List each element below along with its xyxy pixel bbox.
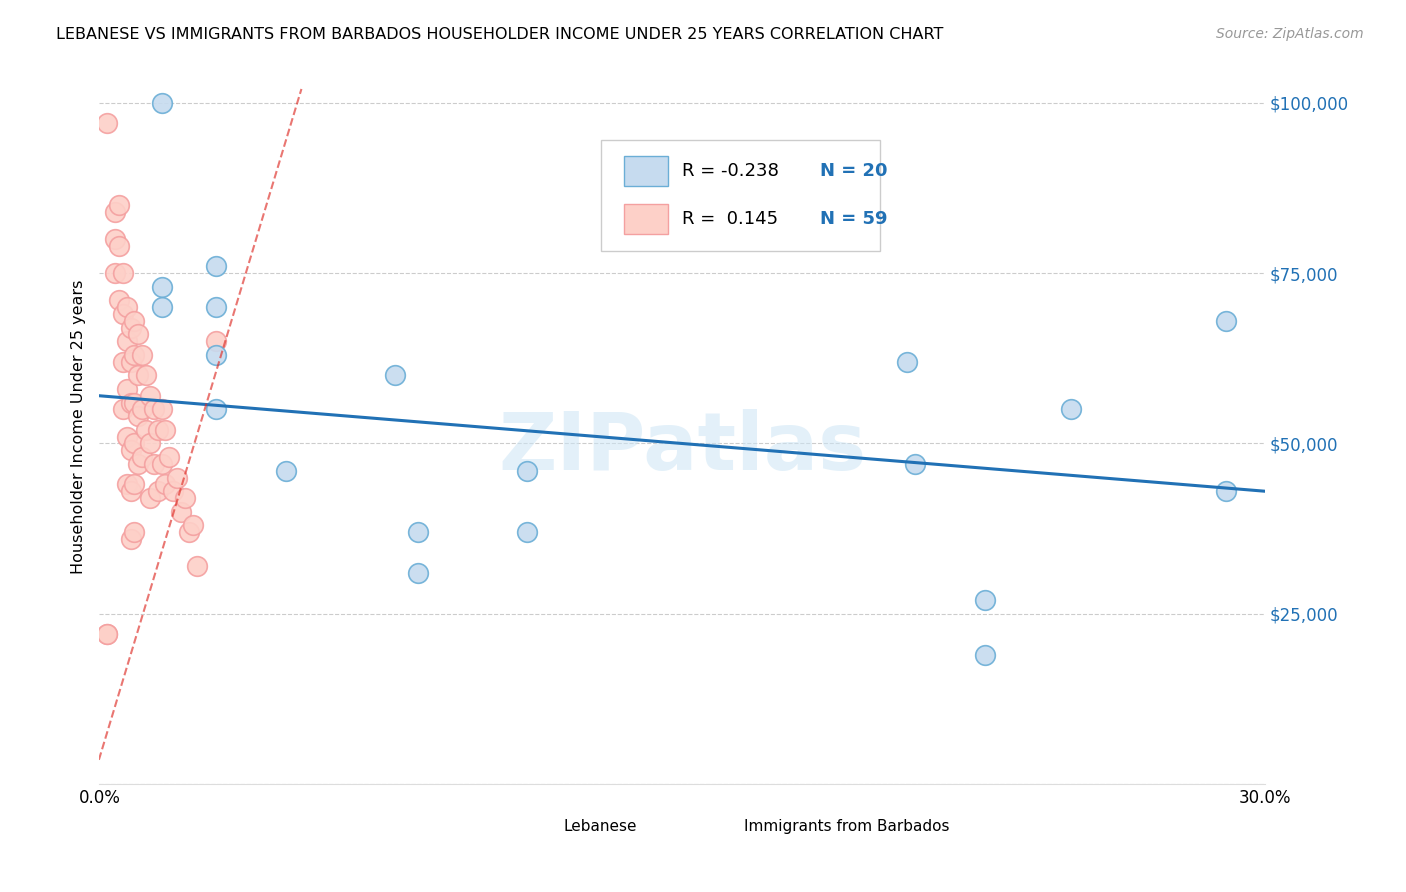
Point [139, 491, 162, 505]
Point [205, 334, 228, 349]
Point [904, 457, 927, 471]
Text: Immigrants from Barbados: Immigrants from Barbados [744, 819, 949, 834]
Point [150, 457, 173, 471]
Text: N = 59: N = 59 [820, 210, 887, 227]
Point [115, 430, 138, 444]
Point [142, 457, 165, 471]
Point [120, 443, 142, 458]
Point [205, 402, 228, 417]
Point [406, 525, 429, 540]
Point [896, 354, 918, 368]
Point [139, 389, 162, 403]
Text: R =  0.145: R = 0.145 [682, 210, 779, 227]
FancyBboxPatch shape [700, 818, 734, 836]
Point [142, 402, 165, 417]
Point [384, 368, 406, 383]
Point [974, 648, 997, 662]
Point [205, 300, 228, 314]
Point [135, 368, 157, 383]
Point [96, 116, 118, 130]
FancyBboxPatch shape [519, 818, 554, 836]
Point [124, 314, 146, 328]
Point [406, 566, 429, 580]
Point [150, 402, 173, 417]
Point [146, 423, 169, 437]
Point [111, 307, 134, 321]
Point [115, 334, 138, 349]
FancyBboxPatch shape [624, 156, 668, 186]
Point [181, 518, 204, 533]
Point [974, 593, 997, 607]
Point [108, 293, 131, 308]
Point [205, 348, 228, 362]
Point [104, 266, 127, 280]
Point [124, 348, 146, 362]
Point [108, 198, 131, 212]
Point [135, 423, 157, 437]
Point [146, 484, 169, 499]
Point [1215, 484, 1237, 499]
Point [108, 239, 131, 253]
Point [124, 477, 146, 491]
Point [111, 266, 134, 280]
Point [120, 354, 142, 368]
Point [120, 532, 142, 546]
Point [96, 627, 118, 641]
Text: Lebanese: Lebanese [564, 819, 637, 834]
Y-axis label: Householder Income Under 25 years: Householder Income Under 25 years [72, 279, 86, 574]
Point [127, 409, 149, 424]
Point [177, 525, 200, 540]
Point [96, 627, 118, 641]
Point [120, 395, 142, 409]
Text: LEBANESE VS IMMIGRANTS FROM BARBADOS HOUSEHOLDER INCOME UNDER 25 YEARS CORRELATI: LEBANESE VS IMMIGRANTS FROM BARBADOS HOU… [56, 27, 943, 42]
Point [115, 477, 138, 491]
Point [127, 368, 149, 383]
Text: Source: ZipAtlas.com: Source: ZipAtlas.com [1216, 27, 1364, 41]
Point [120, 320, 142, 334]
Text: N = 20: N = 20 [820, 161, 887, 180]
Point [104, 232, 127, 246]
Point [104, 204, 127, 219]
Point [115, 382, 138, 396]
Point [162, 484, 184, 499]
Point [186, 559, 208, 574]
Point [516, 464, 538, 478]
Point [127, 457, 149, 471]
Point [124, 395, 146, 409]
Point [115, 300, 138, 314]
Point [131, 450, 153, 464]
Point [166, 470, 188, 484]
Point [111, 402, 134, 417]
Point [155, 423, 177, 437]
Point [150, 300, 173, 314]
Point [1059, 402, 1081, 417]
Point [131, 348, 153, 362]
Point [516, 525, 538, 540]
Point [124, 436, 146, 450]
Point [150, 279, 173, 293]
Point [155, 477, 177, 491]
Text: ZIPatlas: ZIPatlas [498, 409, 866, 487]
Point [274, 464, 297, 478]
Text: R = -0.238: R = -0.238 [682, 161, 779, 180]
Point [111, 354, 134, 368]
Point [1215, 314, 1237, 328]
Point [131, 402, 153, 417]
Point [174, 491, 197, 505]
Point [120, 484, 142, 499]
FancyBboxPatch shape [600, 140, 880, 251]
Point [157, 450, 180, 464]
FancyBboxPatch shape [624, 203, 668, 234]
Point [127, 327, 149, 342]
Point [170, 505, 193, 519]
Point [124, 525, 146, 540]
Point [139, 436, 162, 450]
Point [150, 95, 173, 110]
Point [205, 259, 228, 273]
